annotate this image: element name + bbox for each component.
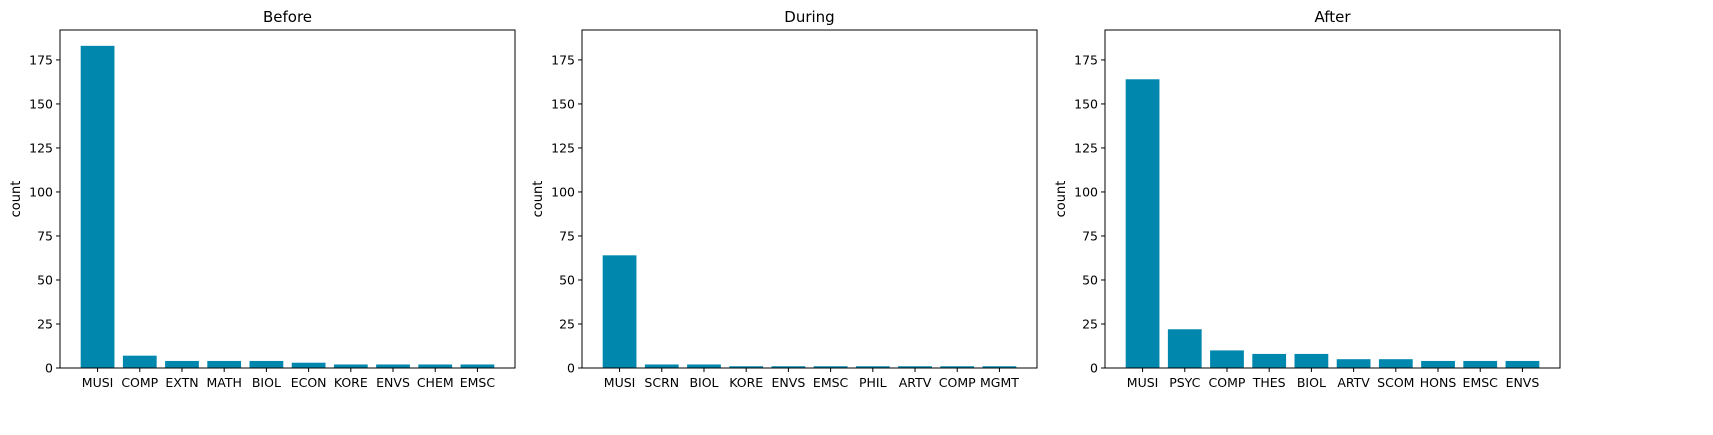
y-tick-label: 50 — [37, 272, 53, 287]
x-tick-label: MUSI — [604, 375, 636, 390]
bar-extn — [165, 360, 199, 368]
chart-title: During — [784, 8, 834, 26]
x-tick-label: KORE — [729, 375, 763, 390]
x-tick-label: ENVS — [376, 375, 410, 390]
y-tick-label: 75 — [559, 228, 575, 243]
bar-envs — [771, 366, 806, 368]
bar-biol — [249, 360, 284, 368]
x-tick-label: EMSC — [460, 375, 496, 390]
subplot-before: 0 25 50 75 100 125 150 175 MUSI COMP EXTN MATH BIOL E… — [9, 8, 516, 390]
x-tick-label: BIOL — [252, 375, 281, 390]
bar-hons — [1421, 360, 1455, 368]
bar-comp — [1210, 350, 1244, 368]
axes-frame — [59, 29, 516, 369]
chart-title: Before — [263, 8, 312, 26]
chart-title: After — [1314, 8, 1351, 26]
x-tick-label: HONS — [1420, 375, 1457, 390]
x-tick-label: COMP — [939, 375, 976, 390]
x-tick-label: ECON — [291, 375, 327, 390]
axes-frame — [1104, 29, 1561, 369]
bar-psyc — [1167, 329, 1202, 368]
x-tick-label: COMP — [1209, 375, 1246, 390]
x-tick-label: CHEM — [417, 375, 454, 390]
y-tick-label: 25 — [1082, 316, 1098, 331]
y-tick-label: 175 — [29, 52, 53, 67]
bar-kore — [729, 366, 764, 368]
bar-mgmt — [982, 366, 1017, 368]
subplot-during: 0 25 50 75 100 125 150 175 MUSI SCRN BIOL KORE ENVS E… — [531, 8, 1038, 390]
y-axis-label: count — [1054, 181, 1069, 218]
bar-econ — [291, 362, 326, 368]
bar-math — [207, 360, 242, 368]
y-tick-label: 0 — [45, 361, 53, 376]
y-tick-label: 25 — [37, 316, 53, 331]
x-tick-label: ENVS — [772, 375, 806, 390]
x-tick-label: MUSI — [1127, 375, 1159, 390]
y-tick-label: 0 — [1090, 361, 1098, 376]
x-tick-label: ENVS — [1506, 375, 1540, 390]
y-tick-label: 100 — [29, 184, 53, 199]
bar-musi — [80, 45, 115, 369]
bar-artv — [898, 366, 932, 368]
x-tick-label: PHIL — [859, 375, 887, 390]
axes-frame — [581, 29, 1038, 369]
y-tick-label: 125 — [551, 140, 575, 155]
bar-musi — [602, 255, 637, 368]
bar-comp — [940, 366, 975, 368]
subplot-after: 0 25 50 75 100 125 150 175 MUSI PSYC COMP THES BIOL A… — [1054, 8, 1561, 390]
bar-phil — [855, 366, 890, 368]
y-tick-label: 100 — [1074, 184, 1098, 199]
y-tick-label: 125 — [29, 140, 53, 155]
y-tick-label: 75 — [37, 228, 53, 243]
y-tick-label: 150 — [551, 96, 575, 111]
y-tick-label: 0 — [567, 361, 575, 376]
x-tick-label: BIOL — [1297, 375, 1326, 390]
y-tick-label: 125 — [1074, 140, 1098, 155]
bar-chem — [418, 364, 453, 368]
bar-scom — [1378, 359, 1413, 368]
y-tick-label: 175 — [1074, 52, 1098, 67]
x-tick-label: SCRN — [644, 375, 679, 390]
x-tick-label: SCOM — [1377, 375, 1414, 390]
x-tick-label: COMP — [121, 375, 158, 390]
x-tick-label: EMSC — [1463, 375, 1499, 390]
x-tick-label: BIOL — [689, 375, 718, 390]
bar-scrn — [644, 364, 679, 368]
y-tick-label: 175 — [551, 52, 575, 67]
y-tick-label: 50 — [1082, 272, 1098, 287]
y-tick-label: 150 — [1074, 96, 1098, 111]
bar-comp — [122, 355, 157, 368]
x-tick-label: ARTV — [1337, 375, 1370, 390]
bar-emsc — [813, 366, 848, 368]
x-tick-label: MGMT — [980, 375, 1019, 390]
x-tick-label: PSYC — [1169, 375, 1200, 390]
x-tick-label: ARTV — [899, 375, 932, 390]
y-tick-label: 100 — [551, 184, 575, 199]
bar-envs — [376, 364, 410, 368]
bar-kore — [333, 364, 368, 368]
bar-biol — [687, 364, 721, 368]
y-tick-label: 25 — [559, 316, 575, 331]
bar-biol — [1294, 353, 1329, 368]
y-axis-label: count — [9, 181, 24, 218]
y-axis-label: count — [531, 181, 546, 218]
x-tick-label: MATH — [206, 375, 241, 390]
bar-artv — [1336, 359, 1371, 368]
bar-thes — [1252, 353, 1287, 368]
bar-envs — [1505, 360, 1540, 368]
bar-emsc — [1463, 360, 1498, 368]
y-tick-label: 75 — [1082, 228, 1098, 243]
x-tick-label: THES — [1252, 375, 1286, 390]
x-tick-label: MUSI — [82, 375, 114, 390]
y-tick-label: 150 — [29, 96, 53, 111]
x-tick-label: EXTN — [165, 375, 198, 390]
x-tick-label: EMSC — [813, 375, 849, 390]
y-tick-label: 50 — [559, 272, 575, 287]
bar-musi — [1125, 79, 1160, 368]
bar-emsc — [460, 364, 495, 368]
x-tick-label: KORE — [334, 375, 368, 390]
